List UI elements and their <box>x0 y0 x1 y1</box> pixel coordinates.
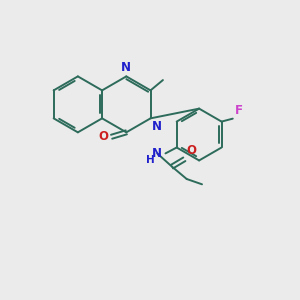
Text: O: O <box>99 130 109 143</box>
Text: N: N <box>152 120 162 133</box>
Text: N: N <box>121 61 131 74</box>
Text: O: O <box>187 144 197 157</box>
Text: F: F <box>235 104 242 117</box>
Text: H: H <box>146 155 155 165</box>
Text: N: N <box>152 147 162 160</box>
